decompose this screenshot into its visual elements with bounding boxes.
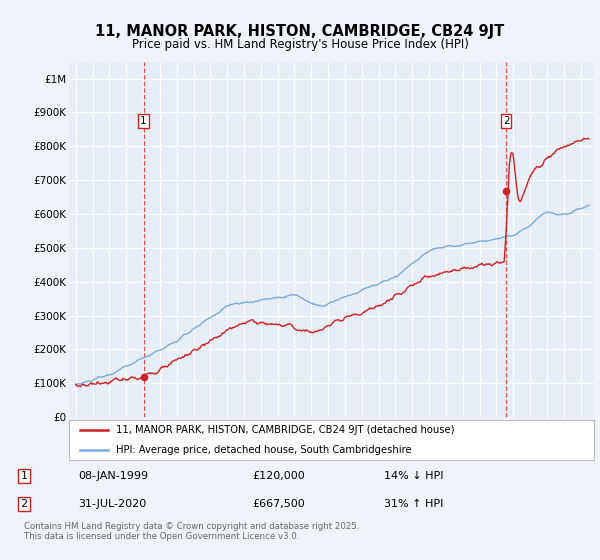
Text: 31-JUL-2020: 31-JUL-2020 xyxy=(78,499,146,509)
Text: HPI: Average price, detached house, South Cambridgeshire: HPI: Average price, detached house, Sout… xyxy=(116,445,412,455)
Text: 11, MANOR PARK, HISTON, CAMBRIDGE, CB24 9JT: 11, MANOR PARK, HISTON, CAMBRIDGE, CB24 … xyxy=(95,24,505,39)
Text: £120,000: £120,000 xyxy=(252,471,305,481)
Text: £667,500: £667,500 xyxy=(252,499,305,509)
Text: 2: 2 xyxy=(20,499,28,509)
Text: 14% ↓ HPI: 14% ↓ HPI xyxy=(384,471,443,481)
Text: 11, MANOR PARK, HISTON, CAMBRIDGE, CB24 9JT (detached house): 11, MANOR PARK, HISTON, CAMBRIDGE, CB24 … xyxy=(116,425,455,435)
Text: Price paid vs. HM Land Registry's House Price Index (HPI): Price paid vs. HM Land Registry's House … xyxy=(131,38,469,51)
Text: 1: 1 xyxy=(140,116,147,126)
Text: 31% ↑ HPI: 31% ↑ HPI xyxy=(384,499,443,509)
Text: 2: 2 xyxy=(503,116,509,126)
Text: 08-JAN-1999: 08-JAN-1999 xyxy=(78,471,148,481)
Text: Contains HM Land Registry data © Crown copyright and database right 2025.
This d: Contains HM Land Registry data © Crown c… xyxy=(24,522,359,542)
Text: 1: 1 xyxy=(20,471,28,481)
